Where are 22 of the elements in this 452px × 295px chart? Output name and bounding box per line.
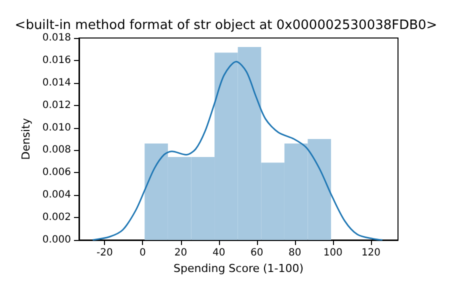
chart-title: <built-in method format of str object at 0x000002530038FDB0> [14,18,438,33]
y-tick-label: 0.014 [42,77,71,88]
line-series [92,60,384,241]
x-tick-label: 80 [288,248,302,258]
x-tick-label: 40 [212,248,226,258]
x-axis-title: Spending Score (1-100) [173,262,304,275]
y-tick-label: 0.012 [42,100,71,111]
y-tick-label: 0.000 [42,234,71,246]
x-tick-label: 120 [361,248,381,258]
y-tick-label: 0.018 [42,32,71,44]
y-tick-label: 0.004 [42,190,71,201]
y-axis-title: Density [19,118,32,160]
y-tick-label: 0.002 [42,212,71,224]
x-tick-label: 0 [140,248,146,258]
x-tick-label: -20 [96,248,113,258]
x-tick-label: 60 [250,248,264,258]
y-tick-label: 0.006 [42,167,71,178]
y-tick-label: 0.008 [42,144,71,156]
x-tick-label: 100 [323,248,342,258]
y-tick-label: 0.010 [42,122,71,134]
x-tick-label: 20 [174,248,188,258]
y-tick-label: 0.016 [42,54,71,66]
